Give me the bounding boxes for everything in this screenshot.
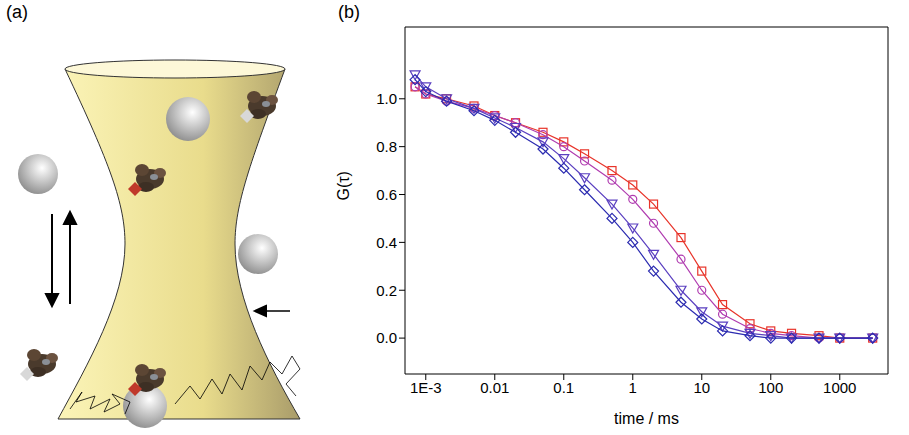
svg-text:1: 1 — [629, 379, 637, 396]
svg-text:1.0: 1.0 — [376, 90, 397, 107]
svg-text:0.6: 0.6 — [376, 186, 397, 203]
svg-text:100: 100 — [758, 379, 783, 396]
html-text:(b): (b) — [338, 2, 360, 22]
svg-text:0.4: 0.4 — [376, 234, 397, 251]
html-text:(a): (a) — [6, 2, 28, 22]
svg-text:0.0: 0.0 — [376, 329, 397, 346]
svg-text:G(τ): G(τ) — [335, 171, 352, 200]
svg-text:1000: 1000 — [823, 379, 856, 396]
svg-text:0.8: 0.8 — [376, 138, 397, 155]
svg-text:0.1: 0.1 — [553, 379, 574, 396]
svg-text:1E-3: 1E-3 — [410, 379, 442, 396]
svg-text:10: 10 — [693, 379, 710, 396]
svg-text:time / ms: time / ms — [614, 410, 679, 427]
svg-text:0.01: 0.01 — [480, 379, 509, 396]
svg-text:0.2: 0.2 — [376, 282, 397, 299]
